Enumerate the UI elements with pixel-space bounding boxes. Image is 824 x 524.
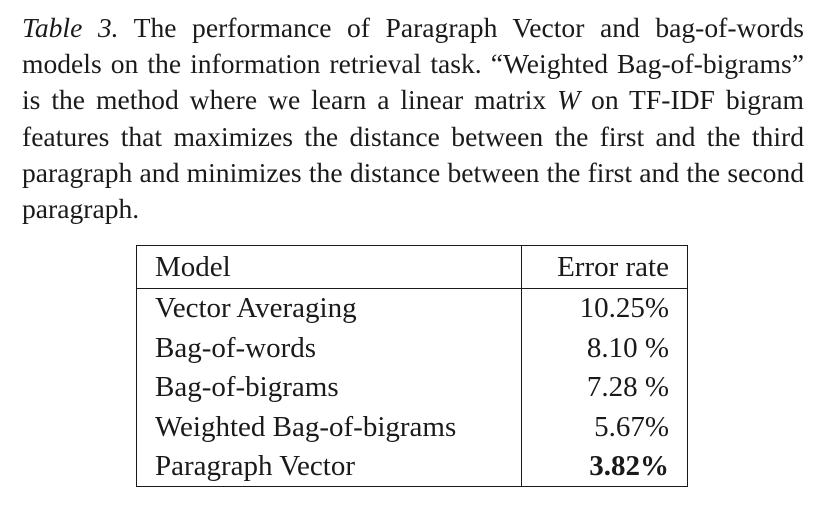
- column-divider: [521, 246, 522, 486]
- row-error-rate-best: 3.82%: [589, 450, 669, 482]
- header-error-rate: Error rate: [557, 251, 669, 283]
- row-model: Vector Averaging: [155, 292, 357, 324]
- matrix-variable: W: [557, 84, 581, 116]
- row-model: Bag-of-words: [155, 332, 317, 364]
- row-error-rate: 7.28 %: [586, 371, 669, 403]
- caption-text-part2: on TF-IDF bigram features that maximizes…: [22, 84, 804, 225]
- row-error-rate: 8.10 %: [586, 332, 669, 364]
- row-error-rate: 5.67%: [594, 411, 669, 443]
- caption-text-part1: The performance of Paragraph Vector and …: [22, 12, 804, 116]
- row-model: Bag-of-bigrams: [155, 371, 339, 403]
- row-model: Weighted Bag-of-bigrams: [155, 411, 457, 443]
- header-model: Model: [155, 251, 231, 283]
- table-caption: Table 3. The performance of Paragraph Ve…: [22, 10, 804, 227]
- row-model: Paragraph Vector: [155, 450, 355, 482]
- results-table: Model Error rate Vector Averaging 10.25%…: [136, 245, 688, 487]
- header-divider: [137, 288, 687, 289]
- table-label: Table 3.: [22, 12, 119, 43]
- row-error-rate: 10.25%: [579, 292, 669, 324]
